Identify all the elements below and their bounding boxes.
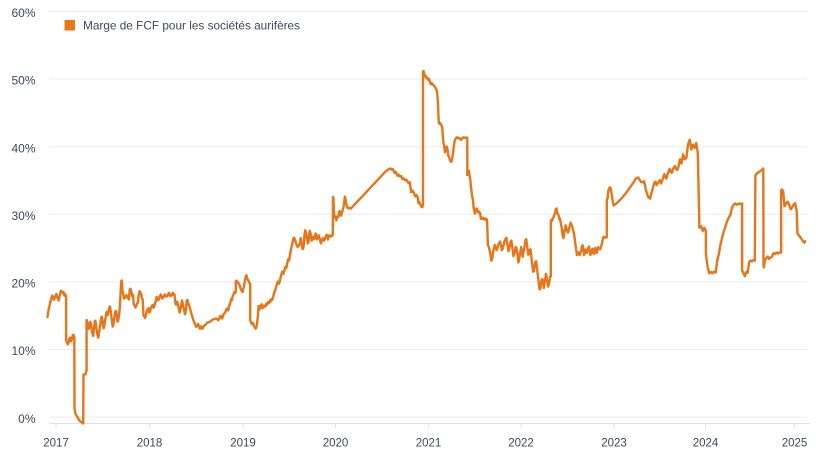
svg-text:2021: 2021 <box>416 438 442 450</box>
svg-text:40%: 40% <box>11 141 35 155</box>
svg-text:20%: 20% <box>11 277 35 291</box>
svg-text:Marge de FCF pour les sociétés: Marge de FCF pour les sociétés aurifères <box>83 19 300 33</box>
svg-text:10%: 10% <box>11 344 35 358</box>
svg-text:2024: 2024 <box>693 438 719 450</box>
svg-text:2017: 2017 <box>43 438 69 450</box>
svg-text:30%: 30% <box>11 209 35 223</box>
svg-text:60%: 60% <box>11 6 35 20</box>
svg-text:2022: 2022 <box>508 438 534 450</box>
svg-text:2025: 2025 <box>782 438 808 450</box>
svg-text:2019: 2019 <box>230 438 256 450</box>
svg-text:2018: 2018 <box>137 438 163 450</box>
svg-text:50%: 50% <box>11 74 35 88</box>
svg-text:2023: 2023 <box>601 438 627 450</box>
svg-text:2020: 2020 <box>323 438 349 450</box>
svg-text:0%: 0% <box>18 412 36 426</box>
